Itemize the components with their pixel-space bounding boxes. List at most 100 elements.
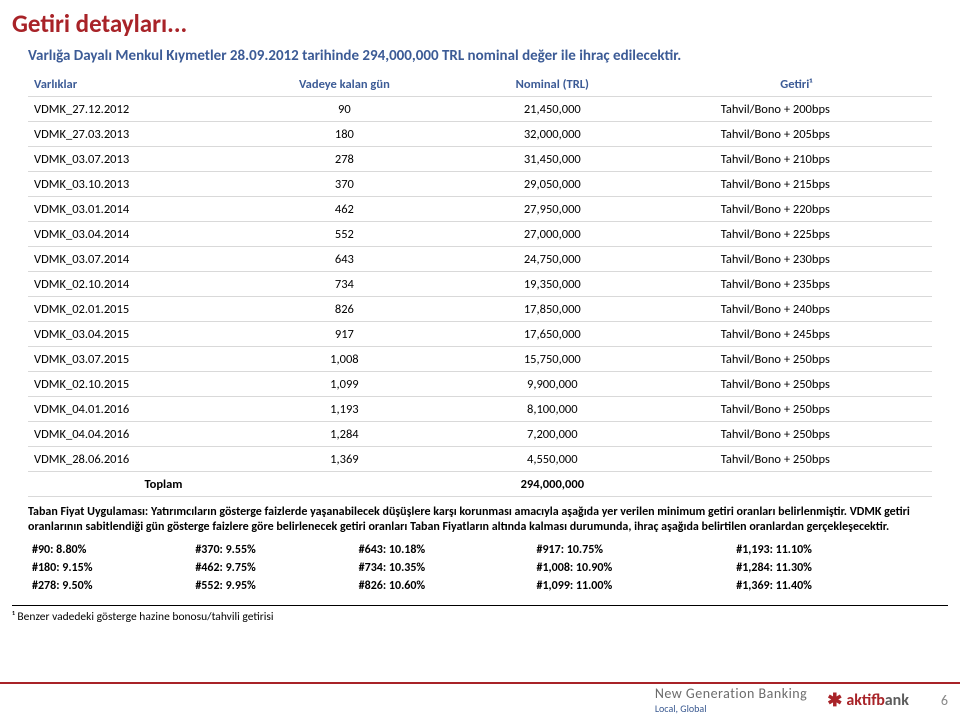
table-cell: 734 [245,272,444,297]
table-cell: 19,350,000 [444,272,661,297]
rate-cell: #180: 9.15% [28,559,191,577]
table-cell: VDMK_03.04.2015 [28,322,245,347]
table-cell: 24,750,000 [444,247,661,272]
table-cell: 31,450,000 [444,147,661,172]
table-cell: 370 [245,172,444,197]
ngb-main-text: New Generation Banking [655,685,807,702]
table-cell: 7,200,000 [444,422,661,447]
table-cell: 17,650,000 [444,322,661,347]
table-cell: 1,284 [245,422,444,447]
table-cell: Tahvil/Bono + 250bps [661,422,932,447]
col-getiri: Getiri¹ [661,73,932,97]
table-cell: 1,008 [245,347,444,372]
table-cell: VDMK_27.12.2012 [28,97,245,122]
footer: New Generation Banking Local, Global ✱ a… [0,682,960,716]
table-cell: 4,550,000 [444,447,661,472]
table-cell: Tahvil/Bono + 240bps [661,297,932,322]
table-row: VDMK_03.10.201337029,050,000Tahvil/Bono … [28,172,932,197]
table-cell: 27,950,000 [444,197,661,222]
rate-cell: #1,008: 10.90% [533,559,733,577]
table-cell: Tahvil/Bono + 220bps [661,197,932,222]
table-cell: Tahvil/Bono + 230bps [661,247,932,272]
table-cell: VDMK_03.07.2013 [28,147,245,172]
table-cell: VDMK_28.06.2016 [28,447,245,472]
table-cell: 180 [245,122,444,147]
table-row: VDMK_02.01.201582617,850,000Tahvil/Bono … [28,297,932,322]
table-row: VDMK_27.12.20129021,450,000Tahvil/Bono +… [28,97,932,122]
table-cell: 278 [245,147,444,172]
table-cell: Tahvil/Bono + 250bps [661,372,932,397]
table-cell: 27,000,000 [444,222,661,247]
table-row: VDMK_28.06.20161,3694,550,000Tahvil/Bono… [28,447,932,472]
aktifbank-text: aktifbank [846,691,909,710]
table-cell: 552 [245,222,444,247]
rate-cell: #370: 9.55% [191,541,354,559]
table-cell: 1,193 [245,397,444,422]
ngb-sub-text: Local, Global [655,702,807,715]
aktifbank-logo: ✱ aktifbank [827,689,909,711]
table-cell: 462 [245,197,444,222]
table-cell: 15,750,000 [444,347,661,372]
col-varliklar: Varlıklar [28,73,245,97]
rate-cell: #826: 10.60% [355,577,533,595]
table-header-row: Varlıklar Vadeye kalan gün Nominal (TRL)… [28,73,932,97]
table-cell: Tahvil/Bono + 225bps [661,222,932,247]
total-label: Toplam [28,472,245,497]
table-row: VDMK_02.10.20151,0999,900,000Tahvil/Bono… [28,372,932,397]
table-cell: 826 [245,297,444,322]
rates-table: #90: 8.80%#370: 9.55%#643: 10.18%#917: 1… [28,541,932,595]
total-empty2 [661,472,932,497]
table-cell: Tahvil/Bono + 250bps [661,447,932,472]
content-wrap: Varlıklar Vadeye kalan gün Nominal (TRL)… [0,73,960,595]
page-title: Getiri detayları... [0,0,960,41]
table-cell: 643 [245,247,444,272]
table-cell: 21,450,000 [444,97,661,122]
rate-cell: #552: 9.95% [191,577,354,595]
rates-row: #180: 9.15%#462: 9.75%#734: 10.35%#1,008… [28,559,932,577]
table-row: VDMK_04.04.20161,2847,200,000Tahvil/Bono… [28,422,932,447]
total-row: Toplam294,000,000 [28,472,932,497]
footnote-text: ¹ Benzer vadedeki gösterge hazine bonosu… [0,606,960,624]
total-empty [245,472,444,497]
rate-cell: #734: 10.35% [355,559,533,577]
table-cell: VDMK_03.01.2014 [28,197,245,222]
table-row: VDMK_03.07.201464324,750,000Tahvil/Bono … [28,247,932,272]
rates-row: #90: 8.80%#370: 9.55%#643: 10.18%#917: 1… [28,541,932,559]
table-cell: VDMK_04.04.2016 [28,422,245,447]
rate-cell: #90: 8.80% [28,541,191,559]
table-cell: Tahvil/Bono + 235bps [661,272,932,297]
table-cell: 32,000,000 [444,122,661,147]
table-cell: Tahvil/Bono + 250bps [661,347,932,372]
table-cell: Tahvil/Bono + 210bps [661,147,932,172]
table-cell: 90 [245,97,444,122]
table-cell: VDMK_02.10.2015 [28,372,245,397]
ngb-brand: New Generation Banking Local, Global [655,685,807,715]
table-row: VDMK_27.03.201318032,000,000Tahvil/Bono … [28,122,932,147]
table-cell: Tahvil/Bono + 215bps [661,172,932,197]
rate-cell: #1,099: 11.00% [533,577,733,595]
table-cell: 917 [245,322,444,347]
rate-cell: #1,284: 11.30% [732,559,932,577]
intro-text: Varlığa Dayalı Menkul Kıymetler 28.09.20… [0,41,960,73]
rate-cell: #643: 10.18% [355,541,533,559]
table-cell: VDMK_02.10.2014 [28,272,245,297]
col-nominal: Nominal (TRL) [444,73,661,97]
page-number: 6 [929,692,948,709]
rate-cell: #1,193: 11.10% [732,541,932,559]
table-cell: Tahvil/Bono + 205bps [661,122,932,147]
table-row: VDMK_04.01.20161,1938,100,000Tahvil/Bono… [28,397,932,422]
table-cell: VDMK_03.10.2013 [28,172,245,197]
securities-table: Varlıklar Vadeye kalan gün Nominal (TRL)… [28,73,932,497]
description-text: Taban Fiyat Uygulaması: Yatırımcıların g… [28,497,932,541]
table-cell: 17,850,000 [444,297,661,322]
table-cell: VDMK_03.04.2014 [28,222,245,247]
table-cell: 1,099 [245,372,444,397]
table-cell: 1,369 [245,447,444,472]
table-row: VDMK_02.10.201473419,350,000Tahvil/Bono … [28,272,932,297]
table-row: VDMK_03.04.201591717,650,000Tahvil/Bono … [28,322,932,347]
table-cell: Tahvil/Bono + 200bps [661,97,932,122]
table-row: VDMK_03.07.20151,00815,750,000Tahvil/Bon… [28,347,932,372]
table-row: VDMK_03.01.201446227,950,000Tahvil/Bono … [28,197,932,222]
table-row: VDMK_03.04.201455227,000,000Tahvil/Bono … [28,222,932,247]
rates-row: #278: 9.50%#552: 9.95%#826: 10.60%#1,099… [28,577,932,595]
